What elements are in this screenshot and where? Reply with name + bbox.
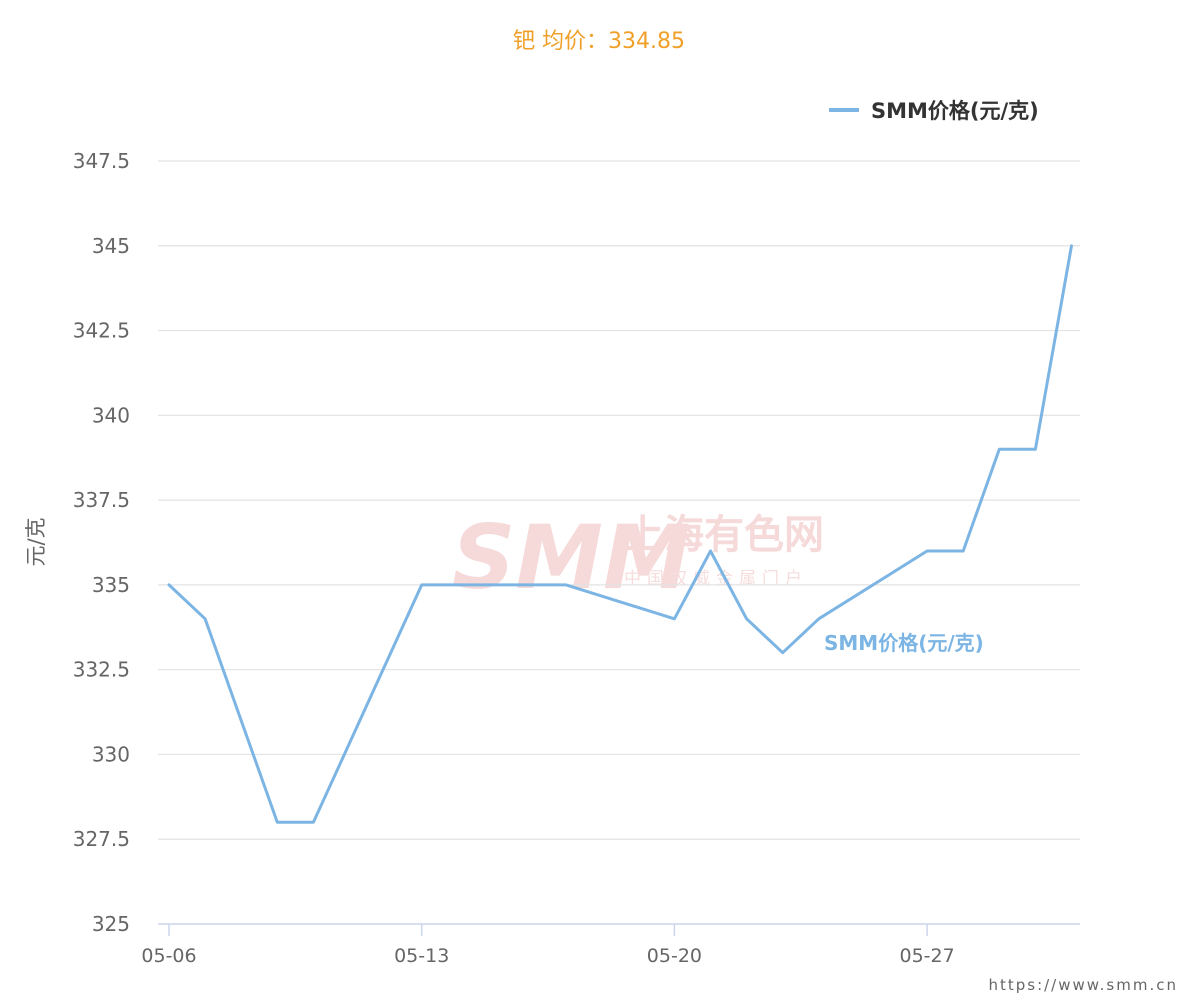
data-point[interactable] bbox=[707, 547, 715, 555]
data-point[interactable] bbox=[309, 818, 317, 826]
y-tick-label: 342.5 bbox=[73, 319, 130, 343]
y-tick-label: 340 bbox=[92, 403, 130, 427]
watermark-tagline: 中国权威金属门户 bbox=[624, 569, 808, 589]
data-point[interactable] bbox=[418, 581, 426, 589]
data-point[interactable] bbox=[1068, 242, 1076, 250]
y-tick-label: 337.5 bbox=[73, 488, 130, 512]
chart-legend[interactable]: SMM价格(元/克) bbox=[829, 99, 1039, 123]
chart-title: 钯 均价：334.85 bbox=[513, 29, 685, 54]
watermark-site-name: 上海有色网 bbox=[624, 512, 824, 558]
data-point[interactable] bbox=[743, 615, 751, 623]
gridlines bbox=[158, 160, 1080, 840]
smm-watermark: SMM 上海有色网 中国权威金属门户 bbox=[452, 506, 824, 609]
data-point[interactable] bbox=[490, 581, 498, 589]
y-tick-label: 332.5 bbox=[73, 658, 130, 682]
data-point[interactable] bbox=[779, 649, 787, 657]
x-tick-label: 05-27 bbox=[899, 945, 954, 967]
series-inline-label: SMM价格(元/克) bbox=[824, 631, 984, 655]
y-tick-label: 327.5 bbox=[73, 827, 130, 851]
data-point[interactable] bbox=[670, 615, 678, 623]
series-group bbox=[165, 242, 1076, 826]
x-tick-label: 05-06 bbox=[141, 945, 196, 967]
data-point[interactable] bbox=[923, 547, 931, 555]
y-axis-ticks: 347.5 345 342.5 340 337.5 335 332.5 330 327.5 325 bbox=[73, 149, 130, 936]
y-tick-label: 347.5 bbox=[73, 149, 130, 173]
y-tick-label: 345 bbox=[92, 234, 130, 258]
data-point[interactable] bbox=[526, 581, 534, 589]
data-point[interactable] bbox=[562, 581, 570, 589]
series-line[interactable] bbox=[167, 244, 1073, 824]
data-point[interactable] bbox=[201, 615, 209, 623]
data-point[interactable] bbox=[273, 818, 281, 826]
watermark-logo: SMM bbox=[452, 506, 691, 609]
y-tick-label: 335 bbox=[92, 573, 130, 597]
data-point[interactable] bbox=[165, 581, 173, 589]
data-point[interactable] bbox=[454, 581, 462, 589]
x-axis: 05-06 05-13 05-20 05-27 bbox=[141, 923, 1080, 967]
source-url[interactable]: https://www.smm.cn bbox=[988, 976, 1178, 994]
y-tick-label: 330 bbox=[92, 742, 130, 766]
data-point[interactable] bbox=[1031, 445, 1039, 453]
x-tick-label: 05-20 bbox=[647, 945, 702, 967]
data-point[interactable] bbox=[995, 445, 1003, 453]
x-tick-label: 05-13 bbox=[394, 945, 449, 967]
y-tick-label: 325 bbox=[92, 912, 130, 936]
y-axis-label: 元/克 bbox=[24, 517, 48, 566]
legend-label: SMM价格(元/克) bbox=[871, 99, 1039, 123]
data-point[interactable] bbox=[959, 547, 967, 555]
data-point[interactable] bbox=[815, 615, 823, 623]
